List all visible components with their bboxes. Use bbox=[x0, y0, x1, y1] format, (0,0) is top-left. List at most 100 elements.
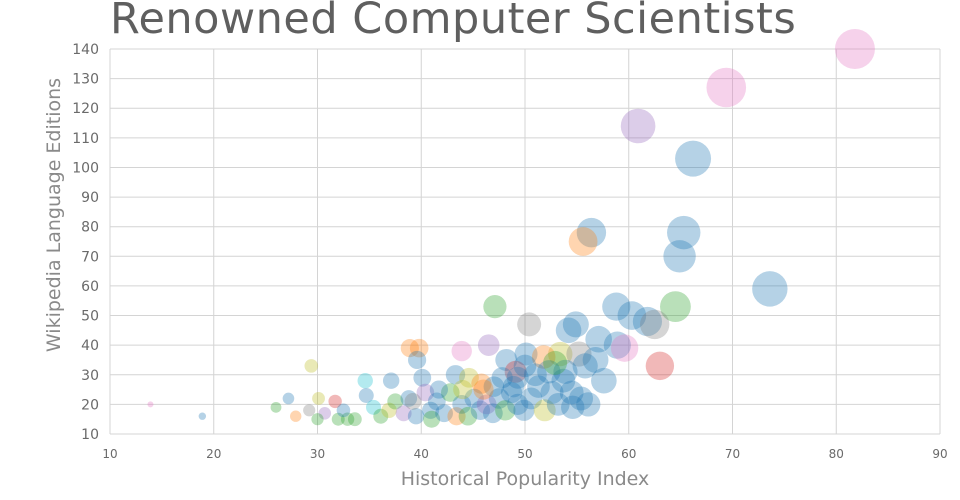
data-point[interactable] bbox=[404, 393, 422, 410]
data-point[interactable] bbox=[513, 399, 535, 421]
data-point[interactable] bbox=[445, 365, 466, 385]
data-point[interactable] bbox=[447, 407, 466, 426]
data-point[interactable] bbox=[331, 412, 345, 426]
data-point[interactable] bbox=[441, 383, 460, 402]
data-point[interactable] bbox=[591, 367, 617, 394]
data-point[interactable] bbox=[582, 347, 609, 373]
data-point[interactable] bbox=[576, 392, 601, 417]
data-point[interactable] bbox=[834, 29, 875, 69]
data-point[interactable] bbox=[290, 410, 302, 422]
data-point[interactable] bbox=[610, 334, 639, 362]
data-point[interactable] bbox=[408, 350, 427, 370]
data-point[interactable] bbox=[663, 240, 696, 273]
data-point[interactable] bbox=[500, 381, 523, 404]
data-point[interactable] bbox=[483, 376, 505, 397]
data-point[interactable] bbox=[340, 412, 355, 426]
data-point[interactable] bbox=[198, 412, 207, 420]
data-point[interactable] bbox=[270, 401, 282, 413]
data-point[interactable] bbox=[667, 215, 701, 250]
data-point[interactable] bbox=[546, 392, 570, 416]
data-point[interactable] bbox=[458, 406, 478, 426]
data-point[interactable] bbox=[506, 366, 529, 389]
data-point[interactable] bbox=[566, 341, 592, 367]
data-point[interactable] bbox=[282, 392, 295, 405]
data-point[interactable] bbox=[548, 341, 573, 367]
data-point[interactable] bbox=[576, 217, 607, 248]
data-point[interactable] bbox=[495, 400, 516, 421]
data-point[interactable] bbox=[382, 372, 400, 389]
data-point[interactable] bbox=[562, 311, 589, 338]
data-point[interactable] bbox=[471, 373, 492, 394]
data-point[interactable] bbox=[527, 375, 550, 398]
data-point[interactable] bbox=[453, 379, 473, 400]
data-point[interactable] bbox=[477, 334, 500, 356]
data-point[interactable] bbox=[706, 67, 747, 108]
data-point[interactable] bbox=[537, 360, 561, 384]
data-point[interactable] bbox=[473, 379, 494, 400]
data-point[interactable] bbox=[328, 394, 342, 409]
data-point[interactable] bbox=[318, 406, 332, 420]
data-point[interactable] bbox=[555, 317, 582, 344]
data-point[interactable] bbox=[513, 354, 537, 378]
data-point[interactable] bbox=[395, 405, 412, 422]
data-point[interactable] bbox=[312, 392, 325, 405]
data-point[interactable] bbox=[482, 403, 503, 424]
data-point[interactable] bbox=[459, 367, 479, 388]
data-point[interactable] bbox=[400, 390, 418, 407]
data-point[interactable] bbox=[585, 325, 612, 353]
data-point[interactable] bbox=[502, 375, 525, 398]
data-point[interactable] bbox=[483, 295, 507, 319]
data-point[interactable] bbox=[476, 394, 497, 415]
data-point[interactable] bbox=[464, 388, 484, 409]
data-point[interactable] bbox=[752, 271, 788, 307]
data-point[interactable] bbox=[602, 292, 631, 321]
data-point[interactable] bbox=[311, 413, 324, 426]
data-point[interactable] bbox=[421, 401, 440, 419]
data-point[interactable] bbox=[675, 140, 712, 177]
data-point[interactable] bbox=[147, 401, 154, 408]
data-point[interactable] bbox=[531, 345, 556, 369]
data-point[interactable] bbox=[632, 306, 663, 337]
data-point[interactable] bbox=[381, 402, 397, 419]
data-point[interactable] bbox=[639, 309, 670, 340]
data-point[interactable] bbox=[451, 340, 472, 362]
data-point[interactable] bbox=[551, 368, 576, 393]
data-point[interactable] bbox=[336, 403, 351, 418]
data-point[interactable] bbox=[429, 380, 448, 399]
data-point[interactable] bbox=[553, 359, 578, 384]
data-point[interactable] bbox=[507, 393, 529, 415]
data-point[interactable] bbox=[568, 227, 598, 256]
data-point[interactable] bbox=[357, 372, 373, 389]
data-point[interactable] bbox=[517, 312, 542, 337]
data-point[interactable] bbox=[520, 387, 543, 410]
data-point[interactable] bbox=[533, 399, 556, 422]
data-point[interactable] bbox=[645, 351, 675, 381]
data-point[interactable] bbox=[400, 339, 419, 358]
data-point[interactable] bbox=[407, 408, 425, 425]
data-point[interactable] bbox=[435, 404, 453, 423]
data-point[interactable] bbox=[540, 381, 564, 405]
data-point[interactable] bbox=[303, 404, 316, 417]
data-point[interactable] bbox=[358, 388, 374, 403]
data-point[interactable] bbox=[603, 331, 631, 359]
data-point[interactable] bbox=[409, 338, 429, 358]
data-point[interactable] bbox=[617, 301, 647, 330]
data-point[interactable] bbox=[304, 359, 319, 373]
data-point[interactable] bbox=[470, 400, 491, 421]
data-point[interactable] bbox=[543, 350, 568, 375]
data-point[interactable] bbox=[504, 360, 527, 383]
data-point[interactable] bbox=[373, 408, 389, 424]
data-point[interactable] bbox=[561, 395, 585, 420]
data-point[interactable] bbox=[427, 392, 446, 411]
data-point[interactable] bbox=[423, 410, 441, 428]
data-point[interactable] bbox=[387, 393, 404, 410]
data-point[interactable] bbox=[514, 342, 538, 366]
data-point[interactable] bbox=[620, 108, 656, 144]
data-point[interactable] bbox=[413, 368, 432, 387]
data-point[interactable] bbox=[523, 363, 547, 387]
data-point[interactable] bbox=[347, 412, 362, 427]
data-point[interactable] bbox=[559, 380, 584, 405]
data-point[interactable] bbox=[491, 367, 513, 389]
data-point[interactable] bbox=[366, 399, 382, 415]
data-point[interactable] bbox=[495, 348, 518, 371]
